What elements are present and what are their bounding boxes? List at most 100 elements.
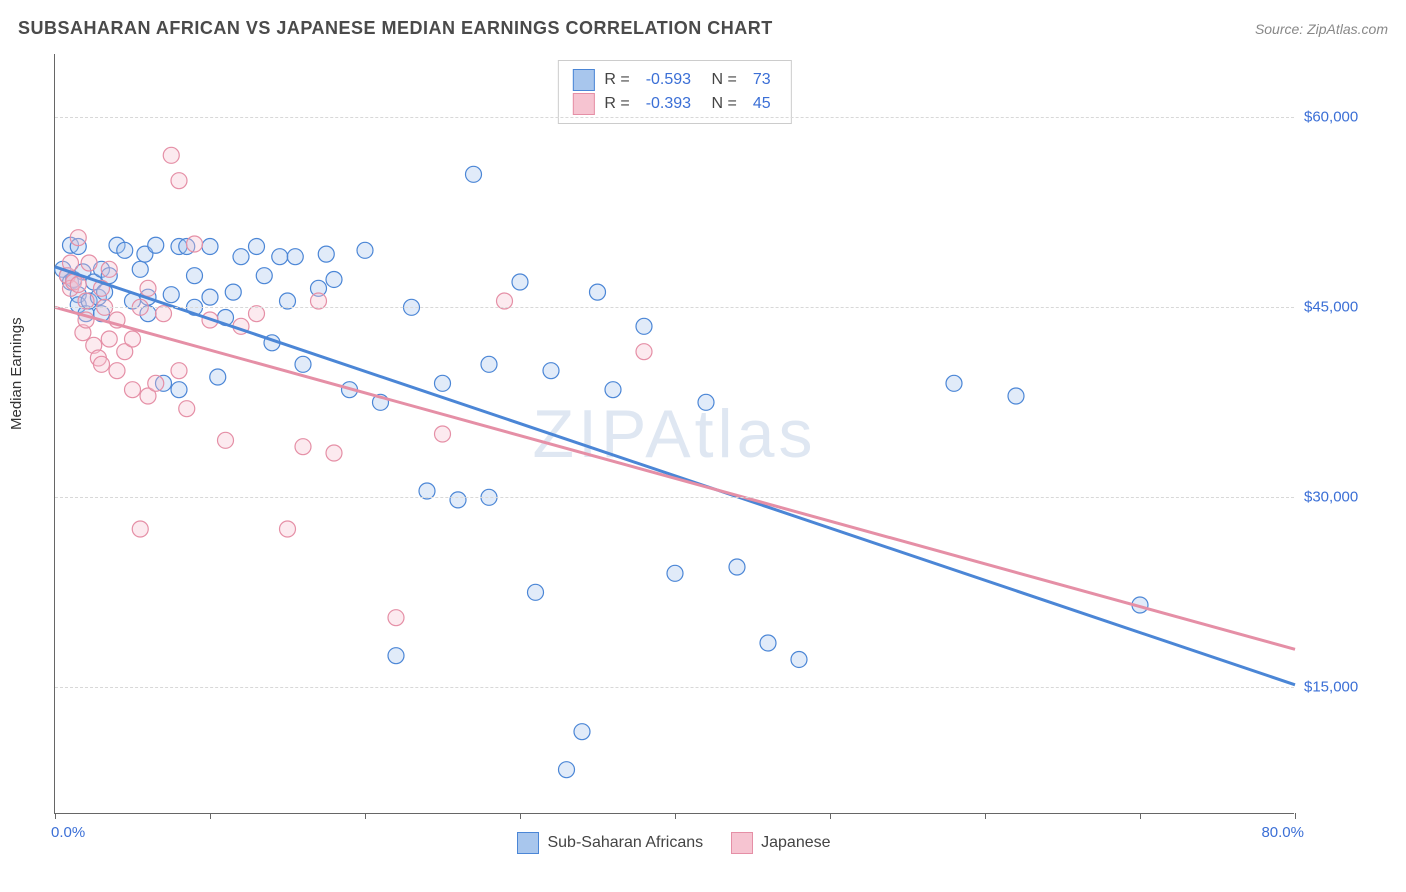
data-point: [171, 363, 187, 379]
x-tick-mark: [55, 813, 56, 819]
x-tick-mark: [1295, 813, 1296, 819]
chart-title: SUBSAHARAN AFRICAN VS JAPANESE MEDIAN EA…: [18, 18, 773, 39]
gridline-h: [55, 117, 1294, 118]
data-point: [171, 173, 187, 189]
legend-r-value: -0.393: [646, 95, 691, 113]
legend-n-value: 73: [753, 71, 771, 89]
series-legend: Sub-Saharan Africans Japanese: [54, 832, 1294, 854]
data-point: [435, 426, 451, 442]
data-point: [163, 287, 179, 303]
legend-swatch: [572, 93, 594, 115]
x-tick-mark: [520, 813, 521, 819]
data-point: [357, 242, 373, 258]
data-point: [272, 249, 288, 265]
data-point: [280, 521, 296, 537]
data-point: [70, 277, 86, 293]
data-point: [171, 382, 187, 398]
y-tick-label: $30,000: [1304, 489, 1364, 506]
data-point: [636, 318, 652, 334]
data-point: [218, 432, 234, 448]
data-point: [729, 559, 745, 575]
data-point: [179, 401, 195, 417]
data-point: [125, 331, 141, 347]
data-point: [295, 439, 311, 455]
legend-row: R = -0.593 N = 73: [572, 69, 776, 91]
x-tick-mark: [1140, 813, 1141, 819]
data-point: [94, 356, 110, 372]
data-point: [698, 394, 714, 410]
y-axis-label: Median Earnings: [8, 317, 25, 430]
data-point: [512, 274, 528, 290]
data-point: [946, 375, 962, 391]
data-point: [125, 382, 141, 398]
regression-line: [55, 267, 1295, 685]
data-point: [225, 284, 241, 300]
chart-plot-area: ZIPAtlas R =-0.593 N =73R =-0.393 N =45 …: [54, 54, 1294, 814]
source-attribution: Source: ZipAtlas.com: [1255, 21, 1388, 37]
data-point: [210, 369, 226, 385]
data-point: [574, 724, 590, 740]
data-point: [450, 492, 466, 508]
data-point: [117, 242, 133, 258]
data-point: [466, 166, 482, 182]
gridline-h: [55, 687, 1294, 688]
data-point: [481, 356, 497, 372]
x-tick-mark: [830, 813, 831, 819]
series-legend-item: Sub-Saharan Africans: [517, 832, 703, 854]
x-tick-mark: [675, 813, 676, 819]
legend-row: R = -0.393 N = 45: [572, 93, 776, 115]
legend-n-label: N =: [707, 71, 737, 89]
legend-swatch: [517, 832, 539, 854]
legend-r-value: -0.593: [646, 71, 691, 89]
data-point: [326, 445, 342, 461]
data-point: [435, 375, 451, 391]
series-name: Sub-Saharan Africans: [547, 834, 703, 852]
data-point: [636, 344, 652, 360]
data-point: [543, 363, 559, 379]
correlation-legend: R = -0.593 N = 73 R = -0.393 N = 45: [557, 60, 791, 124]
data-point: [791, 651, 807, 667]
data-point: [326, 271, 342, 287]
data-point: [318, 246, 334, 262]
data-point: [295, 356, 311, 372]
series-name: Japanese: [761, 834, 830, 852]
data-point: [760, 635, 776, 651]
x-tick-mark: [210, 813, 211, 819]
data-point: [132, 261, 148, 277]
legend-n-label: N =: [707, 95, 737, 113]
data-point: [233, 249, 249, 265]
data-point: [109, 363, 125, 379]
x-tick-mark: [365, 813, 366, 819]
data-point: [101, 261, 117, 277]
gridline-h: [55, 307, 1294, 308]
data-point: [202, 289, 218, 305]
data-point: [81, 255, 97, 271]
data-point: [249, 239, 265, 255]
data-point: [140, 280, 156, 296]
data-point: [667, 565, 683, 581]
y-tick-label: $60,000: [1304, 109, 1364, 126]
data-point: [70, 230, 86, 246]
data-point: [187, 268, 203, 284]
data-point: [148, 375, 164, 391]
data-point: [101, 331, 117, 347]
chart-svg: [55, 54, 1294, 813]
data-point: [388, 648, 404, 664]
data-point: [1008, 388, 1024, 404]
y-tick-label: $15,000: [1304, 679, 1364, 696]
data-point: [132, 521, 148, 537]
data-point: [590, 284, 606, 300]
series-legend-item: Japanese: [731, 832, 830, 854]
legend-n-value: 45: [753, 95, 771, 113]
data-point: [605, 382, 621, 398]
data-point: [528, 584, 544, 600]
data-point: [256, 268, 272, 284]
legend-swatch: [731, 832, 753, 854]
legend-r-label: R =: [604, 95, 629, 113]
data-point: [163, 147, 179, 163]
data-point: [559, 762, 575, 778]
legend-r-label: R =: [604, 71, 629, 89]
x-tick-mark: [985, 813, 986, 819]
data-point: [388, 610, 404, 626]
data-point: [187, 236, 203, 252]
